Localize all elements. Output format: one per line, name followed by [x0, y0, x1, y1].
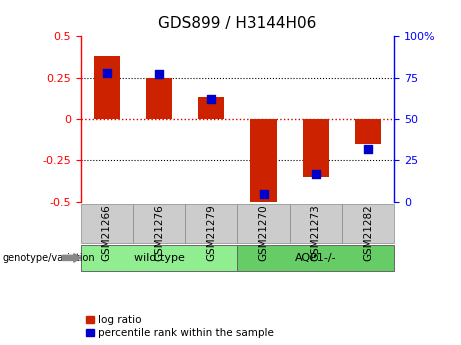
- Bar: [94, 56, 120, 119]
- Text: GSM21276: GSM21276: [154, 205, 164, 262]
- Legend: log ratio, percentile rank within the sample: log ratio, percentile rank within the sa…: [86, 315, 274, 338]
- Bar: [146, 78, 172, 119]
- Bar: [198, 98, 225, 119]
- Point: [364, 146, 372, 151]
- Text: AQP1-/-: AQP1-/-: [295, 253, 337, 263]
- Text: GSM21273: GSM21273: [311, 205, 321, 262]
- Point: [207, 96, 215, 102]
- Text: GSM21270: GSM21270: [259, 205, 269, 262]
- Text: GSM21279: GSM21279: [206, 205, 216, 262]
- Title: GDS899 / H3144H06: GDS899 / H3144H06: [158, 16, 317, 31]
- Bar: [250, 119, 277, 202]
- Point: [260, 191, 267, 196]
- Text: wild type: wild type: [134, 253, 184, 263]
- Point: [312, 171, 319, 176]
- Bar: [303, 119, 329, 177]
- Text: GSM21282: GSM21282: [363, 205, 373, 262]
- Text: genotype/variation: genotype/variation: [2, 253, 95, 263]
- Bar: [355, 119, 381, 144]
- Point: [155, 71, 163, 77]
- Point: [103, 70, 111, 76]
- Text: GSM21266: GSM21266: [102, 205, 112, 262]
